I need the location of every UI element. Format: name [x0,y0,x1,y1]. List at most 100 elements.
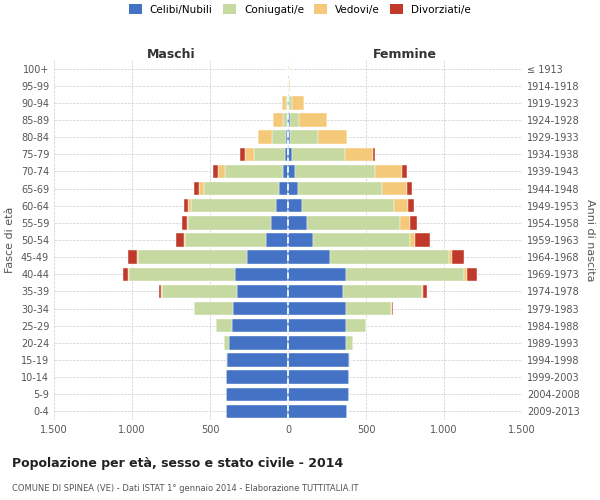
Bar [464,268,467,281]
Bar [415,234,430,246]
Bar [422,284,424,298]
Bar [299,114,327,126]
Bar [407,182,412,196]
Bar [236,284,288,298]
Bar [449,250,452,264]
Y-axis label: Fasce di età: Fasce di età [5,207,15,273]
Text: Popolazione per età, sesso e stato civile - 2014: Popolazione per età, sesso e stato civil… [12,458,343,470]
Bar [272,130,286,144]
Bar [313,234,410,246]
Legend: Celibi/Nubili, Coniugati/e, Vedovi/e, Divorziati/e: Celibi/Nubili, Coniugati/e, Vedovi/e, Di… [125,0,475,19]
Bar [283,114,287,126]
Bar [204,182,278,196]
Bar [408,199,413,212]
Bar [373,148,374,161]
Bar [213,164,218,178]
Bar [194,302,233,316]
Bar [128,250,137,264]
Bar [374,164,402,178]
Bar [288,148,292,161]
Bar [226,404,288,418]
Bar [288,164,295,178]
Bar [292,148,345,161]
Bar [271,216,288,230]
Bar [191,199,275,212]
Text: Femmine: Femmine [373,48,437,61]
Bar [286,96,287,110]
Bar [245,148,254,161]
Bar [254,148,285,161]
Bar [218,164,225,178]
Bar [233,302,288,316]
Bar [286,130,288,144]
Bar [184,199,188,212]
Bar [184,234,185,246]
Bar [289,79,290,92]
Bar [349,354,350,366]
Bar [283,164,288,178]
Bar [288,216,307,230]
Bar [241,148,245,161]
Bar [288,114,290,126]
Bar [292,96,304,110]
Bar [161,284,236,298]
Bar [229,336,288,349]
Bar [226,354,227,366]
Bar [235,268,288,281]
Bar [288,370,349,384]
Bar [382,182,407,196]
Bar [182,216,187,230]
Bar [288,354,349,366]
Bar [288,234,313,246]
Bar [128,268,129,281]
Bar [266,234,288,246]
Bar [199,182,204,196]
Bar [410,216,418,230]
Bar [410,234,415,246]
Bar [288,96,289,110]
Bar [346,302,391,316]
Bar [307,216,400,230]
Bar [288,130,290,144]
Y-axis label: Anni di nascita: Anni di nascita [585,198,595,281]
Bar [392,302,394,316]
Bar [282,96,286,110]
Bar [288,268,346,281]
Bar [346,268,464,281]
Bar [226,388,288,401]
Bar [188,216,271,230]
Bar [247,250,288,264]
Bar [185,234,266,246]
Bar [394,199,408,212]
Text: Maschi: Maschi [146,48,196,61]
Bar [257,130,259,144]
Bar [124,268,128,281]
Bar [232,319,288,332]
Bar [285,148,288,161]
Bar [273,114,283,126]
Bar [288,404,347,418]
Bar [288,388,349,401]
Bar [129,268,235,281]
Bar [452,250,464,264]
Bar [467,268,477,281]
Bar [288,182,298,196]
Bar [176,234,184,246]
Bar [278,182,288,196]
Bar [158,284,161,298]
Bar [288,250,330,264]
Bar [290,130,319,144]
Bar [288,302,346,316]
Bar [187,216,188,230]
Bar [288,199,302,212]
Bar [343,284,422,298]
Bar [137,250,138,264]
Bar [319,130,347,144]
Bar [346,336,353,349]
Bar [188,199,191,212]
Bar [226,370,288,384]
Text: COMUNE DI SPINEA (VE) - Dati ISTAT 1° gennaio 2014 - Elaborazione TUTTITALIA.IT: COMUNE DI SPINEA (VE) - Dati ISTAT 1° ge… [12,484,359,493]
Bar [288,319,346,332]
Bar [400,216,410,230]
Bar [298,182,382,196]
